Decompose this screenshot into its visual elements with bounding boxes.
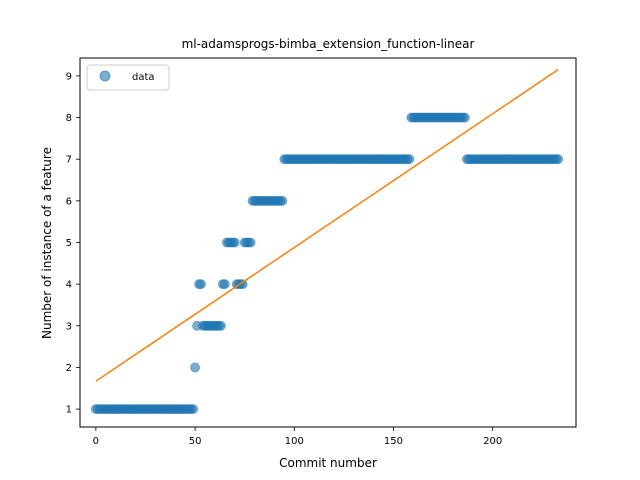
x-axis-label: Commit number xyxy=(279,456,377,470)
fit-line-layer xyxy=(95,69,559,382)
data-points xyxy=(90,112,564,414)
y-tick-label: 3 xyxy=(66,321,72,332)
x-tick-label: 200 xyxy=(483,436,502,447)
fit-line xyxy=(95,69,559,382)
y-tick-label: 9 xyxy=(66,71,72,82)
x-tick-label: 0 xyxy=(93,436,99,447)
data-point xyxy=(215,320,226,331)
x-tick-label: 50 xyxy=(189,436,202,447)
data-point xyxy=(245,237,256,248)
data-point xyxy=(196,279,206,290)
y-tick-label: 8 xyxy=(66,113,72,124)
y-tick-label: 1 xyxy=(66,405,72,416)
y-tick-label: 6 xyxy=(66,196,72,207)
y-axis-label: Number of instance of a feature xyxy=(40,147,54,339)
y-tick-label: 5 xyxy=(66,238,72,249)
data-point xyxy=(219,279,230,290)
x-tick-label: 150 xyxy=(384,436,403,447)
data-point xyxy=(553,154,564,165)
y-tick-label: 4 xyxy=(66,280,72,291)
data-point xyxy=(188,404,198,414)
legend-label: data xyxy=(132,72,155,83)
data-point xyxy=(190,362,200,373)
data-point xyxy=(237,279,248,290)
x-tick-label: 100 xyxy=(285,436,304,447)
tick-layer: 0 50 100 150 200 1 2 3 4 5 6 7 8 9 xyxy=(66,71,503,447)
chart-title: ml-adamsprogs-bimba_extension_function-l… xyxy=(182,37,475,51)
legend: data xyxy=(86,64,170,91)
data-point xyxy=(459,112,470,123)
plot-frame xyxy=(79,57,577,428)
legend-box xyxy=(86,64,170,91)
legend-marker-icon xyxy=(99,70,111,82)
data-point xyxy=(404,154,415,165)
data-point xyxy=(277,195,288,206)
y-tick-label: 7 xyxy=(66,155,72,166)
data-point xyxy=(229,237,240,248)
y-tick-label: 2 xyxy=(66,363,72,374)
